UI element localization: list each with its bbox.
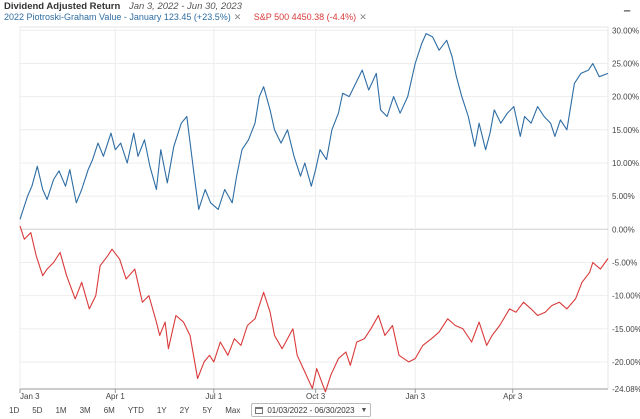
range-button-1d[interactable]: 1D xyxy=(9,405,20,415)
legend-label-sp500: S&P 500 4450.38 (-4.4%) xyxy=(253,12,357,22)
y-tick-label: -20.00% xyxy=(612,358,640,367)
x-tick-label: Apr 1 xyxy=(106,392,126,401)
y-tick-label: -10.00% xyxy=(612,292,640,301)
plot-area xyxy=(19,26,609,390)
chart-header: Dividend Adjusted Return Jan 3, 2022 - J… xyxy=(4,1,604,23)
legend: 2022 Piotroski-Graham Value - January 12… xyxy=(4,12,604,23)
legend-item-sp500: S&P 500 4450.38 (-4.4%) ✕ xyxy=(254,12,367,23)
range-toolbar: 1D 5D 1M 3M 6M YTD 1Y 2Y 5Y Max 01/03/20… xyxy=(4,403,372,417)
chart-title: Dividend Adjusted Return xyxy=(4,1,121,12)
x-tick-label: Jan 3 xyxy=(20,392,40,401)
range-button-1y[interactable]: 1Y xyxy=(156,405,167,415)
date-range-value: 01/03/2022 - 06/30/2023 xyxy=(267,405,355,415)
range-button-6m[interactable]: 6M xyxy=(103,405,115,415)
y-tick-label: 5.00% xyxy=(612,192,635,201)
collapse-icon[interactable]: ▔ xyxy=(624,11,631,20)
series-line-value-portfolio xyxy=(19,33,609,220)
y-tick-label: 25.00% xyxy=(612,59,639,68)
range-button-ytd[interactable]: YTD xyxy=(127,405,144,415)
remove-series-icon[interactable]: ✕ xyxy=(233,12,242,22)
y-tick-label: -15.00% xyxy=(612,325,640,334)
series-line-sp500 xyxy=(19,225,609,393)
chart-date-range: Jan 3, 2022 - Jun 30, 2023 xyxy=(128,1,242,12)
chevron-down-icon: ▼ xyxy=(360,406,368,414)
y-tick-label: 15.00% xyxy=(612,126,639,135)
y-tick-label: 30.00% xyxy=(612,26,639,35)
range-button-2y[interactable]: 2Y xyxy=(179,405,190,415)
x-tick-label: Apr 3 xyxy=(503,392,523,401)
x-tick-label: Jan 3 xyxy=(405,392,425,401)
legend-item-value-portfolio: 2022 Piotroski-Graham Value - January 12… xyxy=(4,12,241,23)
y-tick-label: -5.00% xyxy=(612,258,637,267)
y-tick-label: 20.00% xyxy=(612,93,639,102)
range-button-5y[interactable]: 5Y xyxy=(202,405,213,415)
calendar-icon xyxy=(255,406,264,414)
y-tick-label: -24.08% xyxy=(612,385,640,394)
date-range-picker[interactable]: 01/03/2022 - 06/30/2023 ▼ xyxy=(251,403,372,417)
x-tick-label: Jul 1 xyxy=(205,392,222,401)
x-tick-label: Oct 3 xyxy=(306,392,326,401)
range-button-max[interactable]: Max xyxy=(225,405,241,415)
y-tick-label: 0.00% xyxy=(612,225,635,234)
y-tick-label: 10.00% xyxy=(612,159,639,168)
range-button-1m[interactable]: 1M xyxy=(55,405,67,415)
legend-label-value-portfolio: 2022 Piotroski-Graham Value - January 12… xyxy=(4,12,231,22)
range-button-3m[interactable]: 3M xyxy=(79,405,91,415)
remove-series-icon[interactable]: ✕ xyxy=(359,12,367,22)
range-button-5d[interactable]: 5D xyxy=(32,405,43,415)
